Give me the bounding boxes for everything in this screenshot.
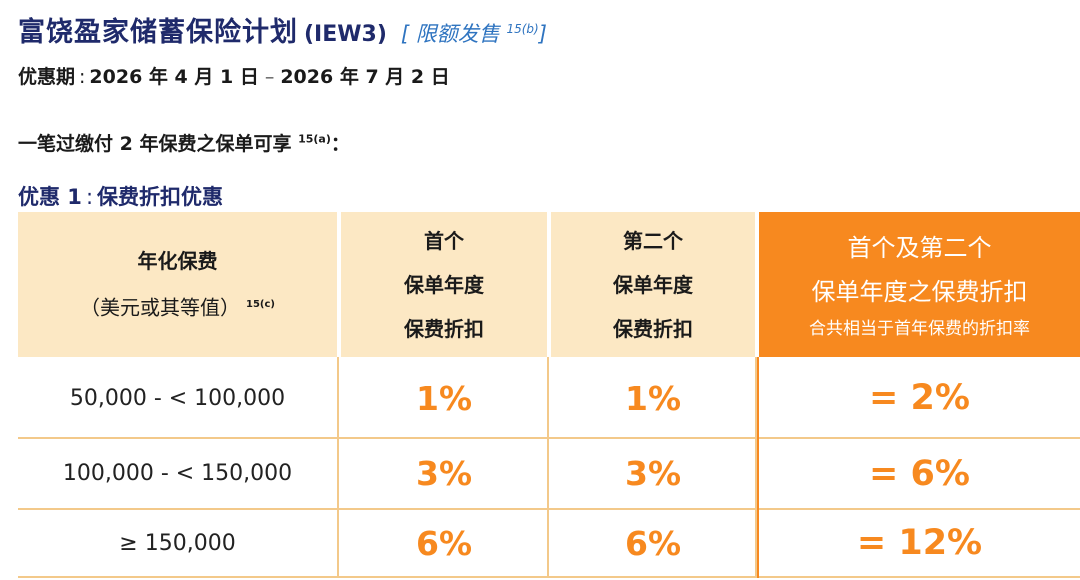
intro-text: 一笔过缴付 2 年保费之保单可享 15(a)： [18, 129, 350, 156]
table-row: ≥ 150,000 6% 6% = 12% [18, 510, 1080, 578]
limited-sale-text: 限额发售 [415, 22, 500, 46]
premium-range: 50,000 - < 100,000 [69, 385, 286, 411]
total-discount: = 6% [869, 453, 970, 494]
header-annual-premium-unit: （美元或其等值） [80, 295, 240, 320]
intro-footnote: 15(a) [298, 132, 331, 146]
header-first-line3: 保费折扣 [404, 316, 484, 341]
second-year-discount: 6% [624, 523, 682, 563]
period-end: 2026 年 7 月 2 日 [280, 66, 450, 88]
table-row: 50,000 - < 100,000 1% 1% = 2% [18, 359, 1080, 439]
column-divider [547, 357, 549, 578]
total-discount: = 12% [856, 523, 983, 563]
header-total-line3: 合共相当于首年保费的折扣率 [809, 318, 1030, 339]
header-total-discount: 首个及第二个 保单年度之保费折扣 合共相当于首年保费的折扣率 [759, 212, 1080, 357]
plan-code: (IEW3) [304, 22, 387, 47]
offer-label: 优惠 1 [18, 185, 82, 209]
header-annual-premium-line1: 年化保费 [137, 249, 218, 274]
premium-range: 100,000 - < 150,000 [62, 461, 293, 486]
header-first-line1: 首个 [424, 228, 464, 253]
header-first-year-discount: 首个 保单年度 保费折扣 [341, 212, 547, 357]
premium-range: ≥ 150,000 [119, 530, 236, 556]
intro-main: 一笔过缴付 2 年保费之保单可享 [18, 133, 292, 155]
header-second-line3: 保费折扣 [613, 316, 693, 341]
header-total-line1: 首个及第二个 [847, 233, 992, 262]
first-year-discount: 3% [415, 454, 473, 493]
limited-sale-footnote: 15(b) [506, 22, 539, 36]
first-year-discount: 1% [415, 378, 473, 418]
period-separator: : [79, 66, 86, 88]
column-divider [755, 357, 757, 578]
discount-table: 年化保费 （美元或其等值） 15(c) 首个 保单年度 保费折扣 第二个 保单年度… [18, 212, 1080, 578]
first-year-discount: 6% [415, 523, 473, 563]
offer-period: 优惠期:2026 年 4 月 1 日 –2026 年 7 月 2 日 [18, 62, 450, 89]
period-start: 2026 年 4 月 1 日 [89, 66, 259, 88]
table-row: 100,000 - < 150,000 3% 3% = 6% [18, 439, 1080, 510]
second-year-discount: 1% [624, 378, 682, 418]
header-total-line2: 保单年度之保费折扣 [811, 277, 1028, 306]
header-first-line2: 保单年度 [404, 272, 484, 297]
period-label: 优惠期 [18, 66, 76, 88]
offer-separator: : [85, 185, 94, 209]
second-year-discount: 3% [624, 454, 682, 493]
header-annual-premium: 年化保费 （美元或其等值） 15(c) [18, 212, 337, 357]
page-title: 富饶盈家储蓄保险计划 [18, 17, 298, 48]
header-second-line2: 保单年度 [613, 272, 693, 297]
intro-suffix: ： [330, 133, 350, 155]
offer-heading: 优惠 1: 保费折扣优惠 [18, 181, 223, 211]
column-divider-accent [757, 357, 759, 578]
header-annual-premium-footnote: 15(c) [246, 299, 275, 311]
limited-close-bracket: ] [538, 22, 547, 46]
column-divider [337, 357, 339, 578]
limited-open-bracket: [ [400, 22, 410, 46]
header-second-line1: 第二个 [623, 228, 683, 253]
offer-name: 保费折扣优惠 [97, 185, 224, 209]
title-row: 富饶盈家储蓄保险计划 (IEW3) [ 限额发售 15(b)] [18, 10, 547, 49]
period-dash: – [264, 66, 275, 88]
limited-sale-tag: [ 限额发售 15(b)] [401, 18, 547, 48]
header-annual-premium-line2: （美元或其等值） 15(c) [80, 283, 275, 330]
header-second-year-discount: 第二个 保单年度 保费折扣 [551, 212, 755, 357]
total-discount: = 2% [869, 378, 970, 418]
